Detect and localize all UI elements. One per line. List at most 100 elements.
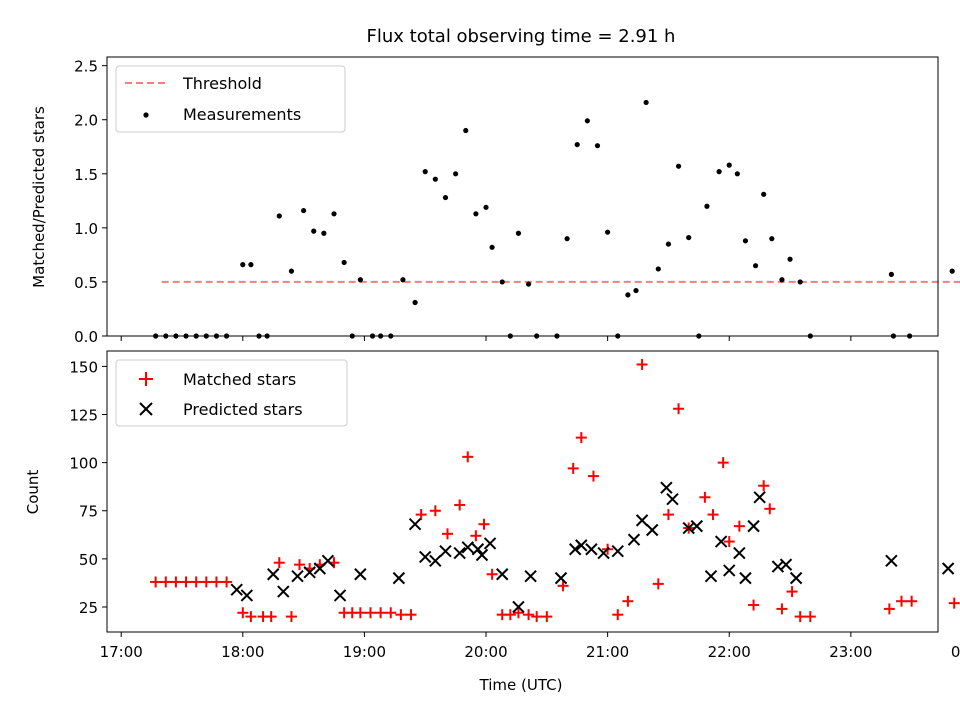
bottom-x-axis: 17:00 18:00 19:00 20:00 21:00 22:00 23:00 00:00… (100, 632, 960, 661)
predicted-star-point (660, 481, 673, 494)
measurement-point (321, 230, 327, 236)
predicted-star-point (568, 543, 582, 556)
measurement-point (463, 127, 469, 134)
bottom-y-tick-label: 100 (69, 455, 98, 473)
matched-star-point (221, 576, 233, 588)
predicted-star-point (753, 491, 766, 504)
matched-star-point (180, 576, 192, 588)
measurement-point (489, 244, 495, 250)
measurement-point (761, 191, 767, 197)
matched-star-point (170, 576, 182, 588)
x-tick-label: 23:00 (829, 643, 872, 661)
measurement-point (442, 194, 449, 201)
legend-threshold-label: Threshold (182, 74, 262, 93)
predicted-star-point (789, 571, 803, 585)
matched-star-point (652, 578, 664, 590)
matched-star-point (786, 586, 798, 598)
bottom-panel: 25 50 75 100 125 150 17:00 18:00 19:00 20:00 21:0… (24, 350, 960, 694)
measurement-point (726, 162, 732, 168)
matched-star-point (567, 462, 579, 474)
predicted-star-point (461, 541, 474, 554)
x-tick-label: 00:00 (951, 643, 960, 661)
top-y-axis-label: Matched/Predicted stars (30, 106, 48, 288)
matched-star-point (442, 528, 454, 540)
matched-star-point (733, 520, 745, 532)
measurement-point (888, 271, 894, 277)
matched-star-point (237, 607, 249, 619)
measurement-point (675, 163, 682, 169)
matched-star-point (478, 518, 490, 530)
measurement-point (594, 143, 601, 149)
predicted-star-point (291, 569, 304, 583)
matched-star-point (285, 611, 297, 623)
measurement-point (704, 203, 710, 209)
predicted-star-point (627, 533, 641, 546)
bottom-y-tick-label: 50 (79, 551, 98, 569)
bottom-y-tick-label: 125 (69, 407, 98, 425)
bottom-y-tick-label: 150 (69, 358, 98, 376)
measurement-point (643, 99, 649, 106)
matched-star-point (636, 358, 648, 370)
predicted-star-point (739, 571, 752, 585)
measurement-point (412, 299, 418, 306)
count-points (150, 358, 960, 623)
top-y-tick-label: 2.5 (74, 58, 98, 76)
predicted-star-point (554, 571, 568, 585)
measurement-point (655, 266, 661, 272)
predicted-star-point (885, 554, 898, 567)
measurement-point (240, 262, 246, 268)
matched-star-point (531, 611, 543, 623)
matched-star-point (375, 607, 387, 619)
predicted-star-point (429, 554, 442, 567)
measurement-point (633, 287, 639, 294)
predicted-star-point (333, 589, 347, 602)
x-axis-label: Time (UTC) (479, 676, 563, 694)
matched-star-point (512, 607, 524, 619)
predicted-star-point (419, 550, 432, 564)
measurement-point (752, 263, 759, 269)
matched-star-point (723, 536, 735, 548)
predicted-star-point (392, 571, 406, 585)
matched-star-point (587, 470, 599, 482)
matched-star-point (707, 509, 719, 521)
predicted-star-point (266, 568, 280, 581)
measurement-point (525, 281, 532, 287)
matched-star-point (364, 607, 376, 619)
matched-star-point (758, 480, 770, 492)
predicted-star-point (354, 568, 367, 581)
predicted-star-point (303, 566, 316, 579)
matched-star-point (575, 432, 587, 444)
x-tick-label: 17:00 (100, 643, 143, 661)
legend-predicted-label: Predicted stars (183, 400, 303, 419)
predicted-star-point (723, 564, 736, 577)
matched-star-point (486, 568, 498, 580)
chart-title: Flux total observing time = 2.91 h (367, 26, 676, 47)
measurement-point (301, 207, 307, 214)
predicted-star-point (475, 548, 489, 562)
matched-star-point (717, 457, 729, 469)
matched-star-point (160, 576, 172, 588)
legend-matched-label: Matched stars (183, 370, 296, 389)
measurement-point (331, 211, 337, 217)
predicted-star-point (453, 546, 466, 560)
predicted-star-point (635, 514, 649, 527)
matched-star-point (462, 451, 474, 463)
legend-matched-swatch (139, 372, 153, 386)
measurement-point (473, 211, 479, 217)
matched-star-point (395, 609, 407, 621)
x-tick-label: 19:00 (343, 643, 386, 661)
predicted-star-point (714, 535, 728, 548)
measurement-point (584, 118, 590, 124)
measurement-point (564, 236, 570, 242)
top-x-tickmarks (120, 336, 852, 341)
predicted-star-point (471, 543, 485, 556)
matched-star-point (190, 576, 202, 588)
matched-star-point (273, 557, 285, 569)
predicted-star-point (524, 569, 537, 583)
measurement-point (779, 277, 785, 283)
predicted-star-point (690, 519, 704, 533)
matched-star-point (429, 505, 441, 517)
predicted-star-point (575, 539, 588, 552)
bottom-legend: Matched stars Predicted stars (115, 359, 348, 427)
measurement-points (153, 99, 955, 339)
